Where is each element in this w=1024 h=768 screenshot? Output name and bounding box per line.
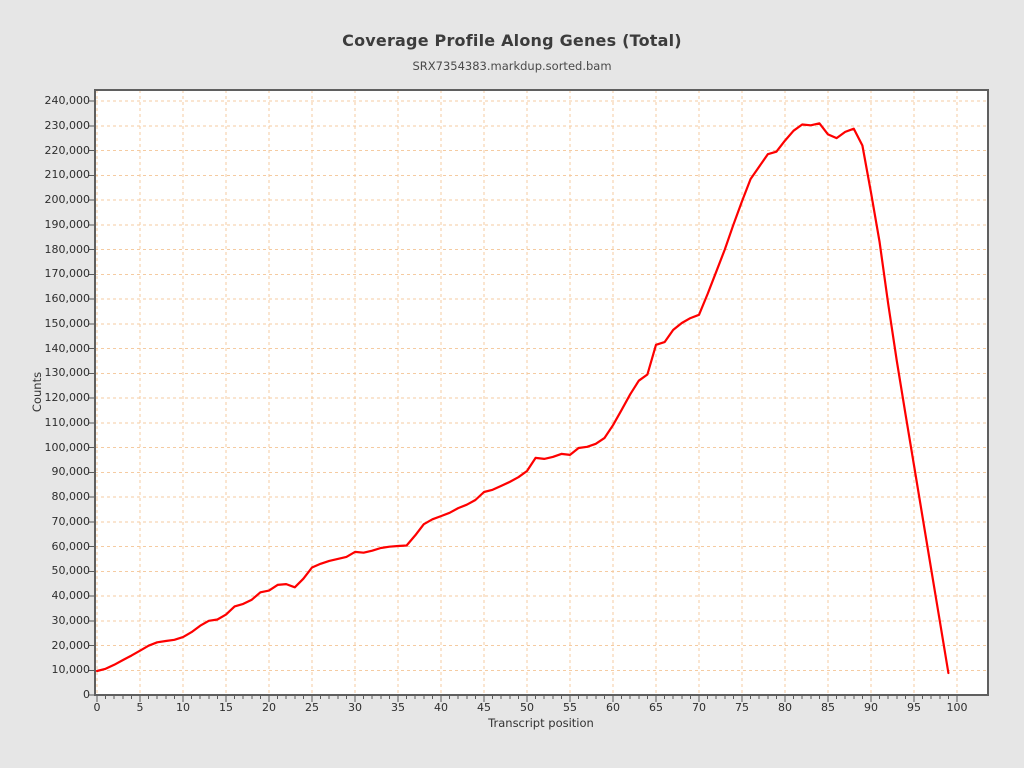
y-tick-label: 100,000: [44, 440, 91, 454]
y-tick-label: 190,000: [44, 217, 91, 231]
x-tick-label: 70: [692, 701, 706, 714]
x-tick-label: 60: [606, 701, 620, 714]
plot-border: [94, 89, 989, 696]
y-tick-label: 160,000: [44, 292, 91, 305]
y-axis-title: Counts: [30, 371, 44, 413]
y-tick-label: 200,000: [44, 193, 91, 206]
y-tick-label: 110,000: [44, 415, 91, 429]
x-tick-label: 5: [136, 701, 144, 714]
y-tick-label: 140,000: [44, 341, 91, 355]
y-tick-label: 130,000: [44, 366, 91, 380]
x-tick-label: 90: [864, 701, 878, 714]
x-tick-label: 50: [520, 701, 534, 714]
y-tick-label: 230,000: [44, 118, 91, 132]
x-tick-label: 95: [907, 701, 921, 714]
y-tick-label: 50,000: [51, 564, 91, 578]
x-tick-label: 65: [649, 701, 663, 714]
y-tick-label: 80,000: [51, 490, 91, 503]
x-tick-label: 25: [305, 701, 319, 714]
plot-area: [95, 90, 988, 695]
y-tick-label: 20,000: [51, 638, 91, 652]
y-tick-label: 120,000: [44, 391, 91, 404]
y-tick-label: 90,000: [51, 465, 91, 479]
x-tick-label: 30: [348, 701, 362, 714]
x-tick-label: 85: [821, 701, 835, 714]
x-tick-label: 55: [563, 701, 577, 714]
x-tick-label: 100: [946, 701, 968, 714]
x-tick-label: 10: [176, 701, 190, 714]
y-tick-label: 240,000: [44, 94, 91, 107]
chart-subtitle: SRX7354383.markdup.sorted.bam: [412, 59, 612, 73]
x-tick-label: 0: [93, 701, 101, 714]
y-tick-label: 10,000: [51, 663, 91, 677]
x-tick-label: 75: [735, 701, 749, 714]
axis-ticks: [89, 100, 958, 702]
y-tick-label: 60,000: [51, 539, 91, 553]
coverage-line-chart: [89, 89, 989, 702]
y-tick-label: 30,000: [51, 613, 91, 627]
x-tick-label: 40: [434, 701, 448, 714]
chart-title: Coverage Profile Along Genes (Total): [342, 31, 682, 50]
x-tick-label: 35: [391, 701, 405, 714]
x-tick-label: 20: [262, 701, 276, 714]
y-tick-label: 180,000: [44, 242, 91, 256]
y-tick-label: 40,000: [51, 589, 91, 602]
y-tick-label: 70,000: [51, 514, 91, 528]
coverage-line: [95, 122, 950, 675]
x-tick-label: 80: [778, 701, 792, 714]
y-tick-label: 170,000: [44, 267, 91, 281]
x-axis-title: Transcript position: [488, 716, 594, 730]
y-tick-label: 150,000: [44, 316, 91, 330]
x-tick-label: 15: [219, 701, 233, 714]
y-tick-label: 220,000: [44, 143, 91, 157]
y-tick-label: 210,000: [44, 168, 91, 182]
gridlines: [95, 90, 988, 695]
x-tick-label: 45: [477, 701, 491, 714]
y-tick-label: 0: [83, 688, 90, 701]
